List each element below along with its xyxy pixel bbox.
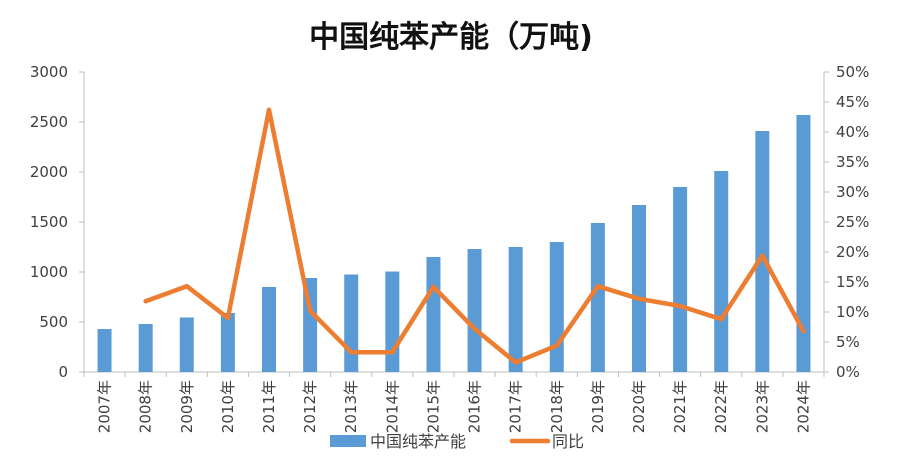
left-tick-label: 500 xyxy=(39,313,68,331)
bar xyxy=(385,271,400,372)
right-tick-label: 20% xyxy=(836,243,869,261)
right-tick-label: 35% xyxy=(836,153,869,171)
right-tick-label: 10% xyxy=(836,303,869,321)
x-tick-label: 2014年 xyxy=(383,380,401,433)
line-point xyxy=(760,253,765,258)
x-tick-label: 2019年 xyxy=(589,380,607,433)
line-point xyxy=(472,326,477,331)
x-tick-label: 2012年 xyxy=(301,380,319,433)
bar xyxy=(262,287,276,372)
x-tick-label: 2017年 xyxy=(507,380,525,433)
right-tick-label: 30% xyxy=(836,183,869,201)
x-tick-label: 2022年 xyxy=(712,380,730,433)
bar xyxy=(673,187,688,372)
left-tick-label: 1500 xyxy=(30,213,68,231)
x-tick-label: 2023年 xyxy=(753,380,771,433)
x-tick-label: 2008年 xyxy=(137,380,155,433)
left-tick-label: 3000 xyxy=(30,63,68,81)
line-point xyxy=(513,360,518,365)
bar xyxy=(796,115,811,372)
bar xyxy=(508,247,523,372)
bar xyxy=(755,131,770,372)
line-point xyxy=(637,296,641,301)
line-point xyxy=(595,284,600,289)
legend-bar-label: 中国纯苯产能 xyxy=(370,432,466,451)
bar xyxy=(590,223,605,372)
x-tick-label: 2007年 xyxy=(96,380,114,433)
left-tick-label: 0 xyxy=(58,363,68,381)
right-tick-label: 40% xyxy=(836,123,869,141)
bar xyxy=(714,171,729,372)
line-point xyxy=(390,350,395,355)
line-point xyxy=(143,299,148,304)
bar xyxy=(344,274,359,372)
left-tick-label: 2000 xyxy=(30,163,68,181)
x-tick-label: 2013年 xyxy=(342,380,360,433)
x-tick-label: 2018年 xyxy=(548,380,566,433)
x-tick-label: 2020年 xyxy=(630,380,648,433)
right-tick-label: 50% xyxy=(836,63,869,81)
legend-line-label: 同比 xyxy=(552,432,584,451)
line-point xyxy=(801,329,806,334)
bar xyxy=(97,329,112,372)
right-tick-label: 25% xyxy=(836,213,869,231)
right-tick-label: 15% xyxy=(836,273,869,291)
line-point xyxy=(225,316,230,320)
bar xyxy=(426,257,441,372)
legend-bar-swatch xyxy=(330,435,366,447)
x-tick-label: 2015年 xyxy=(424,380,442,433)
bar xyxy=(549,242,564,372)
x-tick-label: 2010年 xyxy=(219,380,237,433)
line-point xyxy=(554,343,559,348)
x-tick-label: 2024年 xyxy=(794,380,812,433)
right-tick-label: 45% xyxy=(836,93,869,111)
x-tick-label: 2021年 xyxy=(671,380,689,433)
left-tick-label: 1000 xyxy=(30,263,68,281)
bar xyxy=(138,324,153,372)
x-tick-label: 2016年 xyxy=(466,380,484,433)
x-tick-label: 2009年 xyxy=(178,380,196,433)
chart-title: 中国纯苯产能（万吨) xyxy=(309,20,593,55)
line-point xyxy=(308,308,313,313)
line-point xyxy=(719,317,724,322)
x-tick-label: 2011年 xyxy=(260,380,278,433)
bar xyxy=(467,249,482,372)
line-point xyxy=(184,284,189,289)
line-point xyxy=(678,304,683,308)
bar xyxy=(220,313,235,372)
right-tick-label: 5% xyxy=(836,333,860,351)
bar xyxy=(632,205,646,372)
line-point xyxy=(349,350,354,355)
right-tick-label: 0% xyxy=(836,363,860,381)
line-point xyxy=(431,284,436,289)
bar xyxy=(179,317,194,372)
left-tick-label: 2500 xyxy=(30,113,68,131)
line-point xyxy=(267,107,271,112)
